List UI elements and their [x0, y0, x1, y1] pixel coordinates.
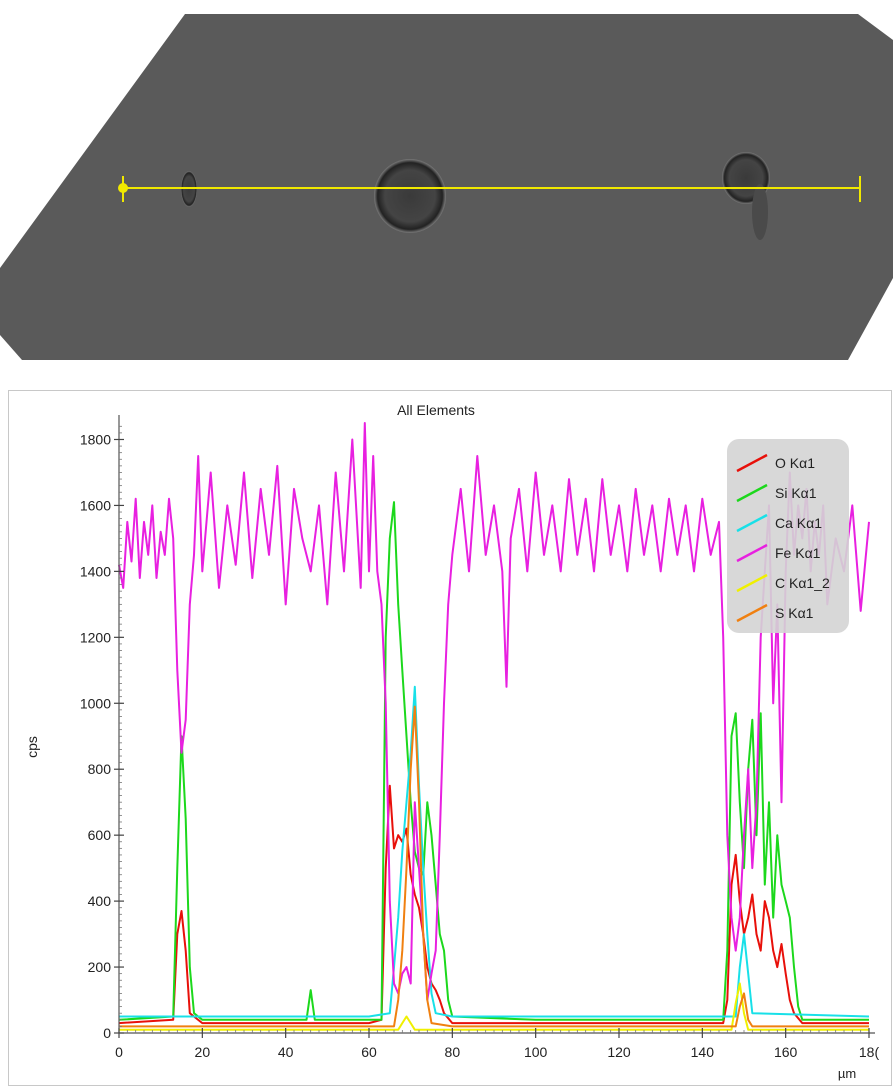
series-group	[118, 422, 870, 1031]
legend-swatch	[736, 603, 768, 623]
legend-swatch	[736, 543, 768, 563]
x-tick-label: 60	[361, 1044, 377, 1060]
x-tick-label: 120	[607, 1044, 631, 1060]
series-line-4	[119, 982, 869, 1031]
x-tick-label: 20	[195, 1044, 211, 1060]
inclusion-center	[374, 159, 446, 233]
legend-box	[727, 439, 849, 633]
legend-label[interactable]: Ca Kα1	[775, 515, 822, 531]
legend[interactable]: O Kα1 Si Kα1 Ca Kα1 Fe Kα1 C Kα1_2 S Kα1	[727, 439, 849, 633]
y-tick-label: 800	[88, 761, 112, 777]
y-tick-label: 200	[88, 959, 112, 975]
x-tick-label: 80	[445, 1044, 461, 1060]
legend-label[interactable]: Si Kα1	[775, 485, 817, 501]
line-scan-chart: All Elements cps µm 02004006008001000120…	[24, 402, 880, 1081]
y-tick-label: 0	[103, 1025, 111, 1041]
sem-image-panel	[0, 0, 893, 375]
inclusion-right-tail	[752, 184, 768, 240]
y-tick-label: 1600	[80, 497, 111, 513]
x-tick-label: 40	[278, 1044, 294, 1060]
legend-label[interactable]: O Kα1	[775, 455, 815, 471]
legend-swatch	[736, 513, 768, 533]
y-tick-label: 1800	[80, 431, 111, 447]
x-tick-label: 140	[691, 1044, 715, 1060]
x-tick-label: 160	[774, 1044, 798, 1060]
y-tick-label: 1000	[80, 695, 111, 711]
series-line-0	[118, 784, 869, 1025]
x-tick-label: 0	[115, 1044, 123, 1060]
y-axis-label: cps	[24, 736, 40, 758]
y-tick-label: 1200	[80, 629, 111, 645]
y-tick-label: 600	[88, 827, 112, 843]
legend-swatch	[736, 453, 768, 473]
x-axis-label: µm	[838, 1066, 856, 1081]
x-tick-label: 100	[524, 1044, 548, 1060]
legend-label[interactable]: Fe Kα1	[775, 545, 821, 561]
legend-swatch	[736, 483, 768, 503]
legend-label[interactable]: S Kα1	[775, 605, 814, 621]
legend-label[interactable]: C Kα1_2	[775, 575, 830, 591]
scan-line-start-handle[interactable]	[118, 183, 128, 193]
axes-group: 0 200 400 600 800 1000 1200 1400 1600 1800 0 20 40 60…	[80, 415, 880, 1060]
line-scan-chart-panel: All Elements cps µm 0 200 400 600 800 1000 120…	[8, 390, 892, 1086]
series-line-2	[119, 685, 870, 1018]
x-tick-label: 18(	[859, 1044, 880, 1060]
sem-micrograph	[0, 14, 893, 360]
y-tick-label: 1400	[80, 563, 111, 579]
chart-title: All Elements	[397, 402, 475, 418]
legend-swatch	[736, 573, 768, 593]
y-tick-label: 400	[88, 893, 112, 909]
series-line-5	[119, 705, 869, 1028]
